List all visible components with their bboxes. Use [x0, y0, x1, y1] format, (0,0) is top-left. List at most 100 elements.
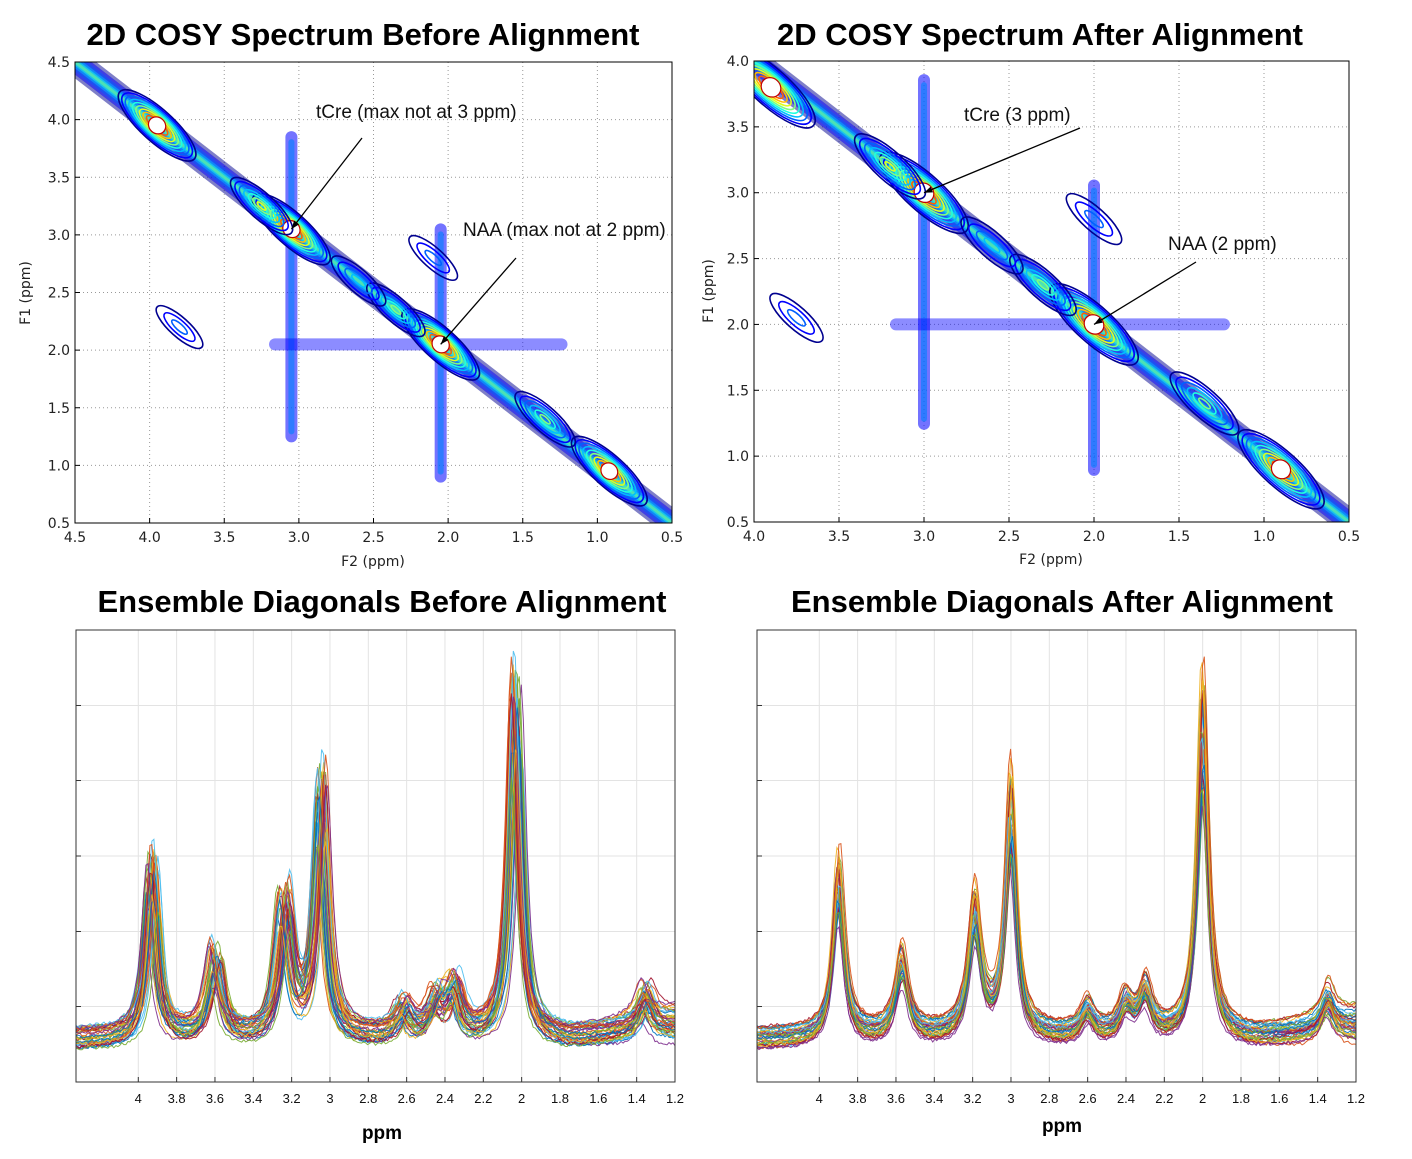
contour-level — [1014, 258, 1072, 312]
x-tick-label: 2.6 — [1079, 1091, 1097, 1106]
contour-level — [390, 304, 402, 316]
contour-level — [884, 160, 896, 172]
peak-saturated-center — [147, 116, 167, 135]
x-tick-label: 3.5 — [213, 530, 235, 546]
contour-level — [524, 400, 566, 439]
contour-level — [960, 216, 1024, 275]
plot-frame — [756, 629, 1357, 1083]
x-tick-label: 2.2 — [474, 1091, 492, 1106]
x-tick-label: 4.0 — [138, 530, 160, 546]
contour-level — [1169, 371, 1240, 436]
x-tick-label: 3 — [1007, 1091, 1014, 1106]
y-tick-label: 1.5 — [727, 383, 749, 399]
x-tick-label: 1.8 — [1232, 1091, 1250, 1106]
xlabel-cosy-before: F2 (ppm) — [341, 554, 405, 570]
x-tick-label: 2.4 — [1117, 1091, 1135, 1106]
contour-layer — [754, 61, 1349, 522]
x-tick-label: 0.5 — [1338, 529, 1360, 545]
series-line — [757, 805, 1356, 1050]
y-tick-label: 0.5 — [48, 516, 70, 532]
annotation-arrowhead — [291, 220, 300, 230]
series-layer — [76, 650, 675, 1051]
y-tick-label: 4.5 — [48, 55, 70, 71]
ylabel-cosy-after: F1 (ppm) — [701, 259, 717, 323]
annotation-tcre-before: tCre (max not at 3 ppm) — [316, 102, 517, 123]
series-line — [76, 749, 675, 1046]
x-tick-label: 1.2 — [1347, 1091, 1365, 1106]
contour-level — [365, 282, 426, 338]
contour-level — [1036, 279, 1050, 291]
contour-level — [1192, 392, 1217, 415]
annotation-arrow — [923, 127, 1081, 194]
x-tick-label: 1.2 — [666, 1091, 684, 1106]
x-tick-label: 1.4 — [1309, 1091, 1327, 1106]
x-tick-label: 3.0 — [288, 530, 310, 546]
contour-level — [344, 267, 373, 295]
x-tick-label: 2.5 — [998, 529, 1020, 545]
contour-level — [247, 193, 276, 220]
annotation-arrow — [440, 257, 517, 345]
contour-level — [754, 64, 796, 111]
x-tick-label: 1.6 — [589, 1091, 607, 1106]
x-tick-label: 0.5 — [661, 530, 683, 546]
ylabel-cosy-before: F1 (ppm) — [18, 261, 34, 325]
x-tick-label: 3 — [326, 1091, 333, 1106]
series-line — [76, 693, 675, 1050]
contour-level — [1083, 209, 1105, 229]
y-tick-label: 3.0 — [48, 228, 70, 244]
x-tick-label: 3.6 — [206, 1091, 224, 1106]
x-tick-label: 3.4 — [244, 1091, 262, 1106]
title-diag-after: Ensemble Diagonals After Alignment — [791, 584, 1333, 619]
series-line — [757, 789, 1356, 1038]
contour-level — [975, 230, 1009, 261]
contour-level — [1237, 428, 1325, 510]
contour-level — [370, 286, 421, 333]
x-tick-label: 3.6 — [887, 1091, 905, 1106]
annotation-arrowhead — [924, 186, 933, 193]
contour-level — [754, 61, 804, 118]
contour-level — [879, 156, 901, 177]
x-tick-label: 1.6 — [1270, 1091, 1288, 1106]
y-tick-label: 3.0 — [727, 186, 749, 202]
contour-level — [534, 409, 556, 430]
contour-level — [1009, 253, 1077, 317]
plot-frame — [74, 61, 673, 524]
series-line — [76, 672, 675, 1034]
xlabel-diag-before: ppm — [362, 1123, 402, 1144]
contour-level — [519, 395, 571, 444]
contour-level — [858, 137, 922, 195]
series-line — [76, 656, 675, 1030]
x-tick-label: 2.5 — [362, 530, 384, 546]
cross-peak-streak — [288, 139, 295, 435]
xlabel-diag-after: ppm — [1042, 1116, 1082, 1137]
y-tick-label: 4.0 — [727, 54, 749, 70]
title-diag-before: Ensemble Diagonals Before Alignment — [97, 584, 666, 619]
series-line — [757, 693, 1356, 1029]
y-tick-label: 3.5 — [727, 120, 749, 136]
diagonal-ridge — [754, 61, 1349, 522]
x-tick-label: 4.0 — [743, 529, 765, 545]
x-tick-label: 2.2 — [1155, 1091, 1173, 1106]
diag-before-plot: 4 3.8 3.6 3.4 3.2 3 2.8 2.6 2.4 2.2 2 1.8 1.6 1.4 1.2 — [75, 629, 684, 1106]
peak-saturated-center — [760, 77, 782, 98]
x-tick-label: 2.0 — [437, 530, 459, 546]
x-tick-label: 4 — [135, 1091, 142, 1106]
series-line — [76, 782, 675, 1035]
contour-level — [121, 92, 194, 159]
cosy-before-plot: 4.5 4.0 3.5 3.0 2.5 2.0 1.5 1.0 0.5 0.5 1.0 1.5 2.0 2… — [48, 55, 683, 546]
contour-level — [330, 255, 387, 307]
peak-saturated-center — [600, 462, 619, 481]
series-line — [76, 696, 675, 1031]
series-layer — [757, 656, 1356, 1051]
contour-level — [1053, 286, 1135, 363]
contour-level — [983, 237, 1001, 254]
annotation-naa-before: NAA (max not at 2 ppm) — [463, 220, 666, 241]
title-cosy-after: 2D COSY Spectrum After Alignment — [777, 17, 1303, 52]
contour-level — [1180, 381, 1229, 426]
y-tick-label: 1.0 — [48, 458, 70, 474]
annotation-arrow — [290, 137, 363, 230]
y-tick-label: 4.0 — [48, 113, 70, 129]
contour-level — [124, 95, 190, 156]
contour-level — [1065, 297, 1123, 352]
